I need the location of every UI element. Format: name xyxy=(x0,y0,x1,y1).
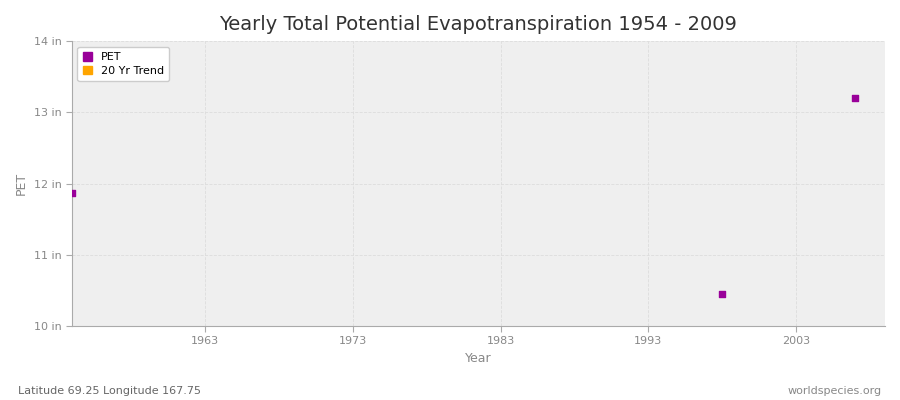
Text: worldspecies.org: worldspecies.org xyxy=(788,386,882,396)
Legend: PET, 20 Yr Trend: PET, 20 Yr Trend xyxy=(77,47,169,81)
Title: Yearly Total Potential Evapotranspiration 1954 - 2009: Yearly Total Potential Evapotranspiratio… xyxy=(220,15,737,34)
Point xyxy=(65,190,79,196)
Y-axis label: PET: PET xyxy=(15,172,28,195)
Text: Latitude 69.25 Longitude 167.75: Latitude 69.25 Longitude 167.75 xyxy=(18,386,201,396)
Point xyxy=(716,291,730,297)
Point xyxy=(848,95,862,101)
X-axis label: Year: Year xyxy=(465,352,491,365)
